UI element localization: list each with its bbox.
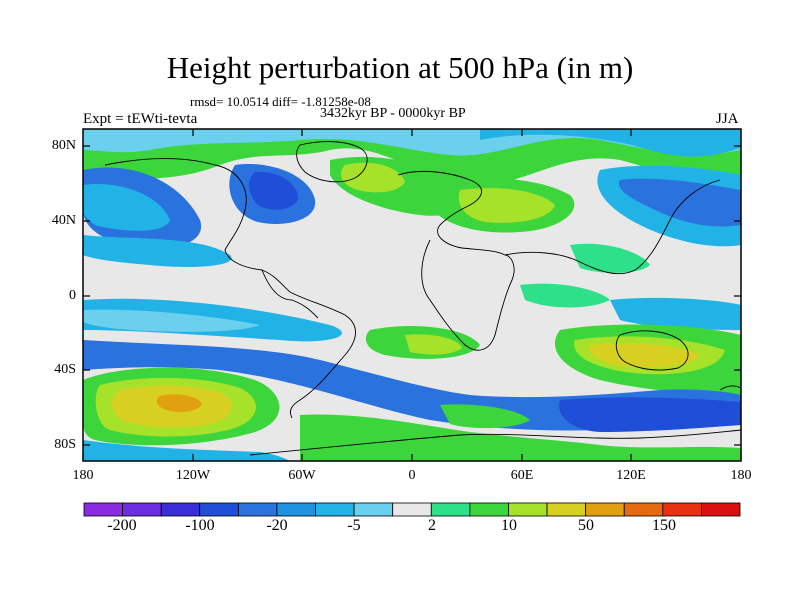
colorbar-label-m100: -100 [185, 517, 215, 534]
lon-label-180e: 180 [730, 468, 752, 483]
lat-label-40n: 40N [51, 213, 76, 228]
colorbar-box [276, 502, 316, 517]
lon-label-120w: 120W [175, 468, 211, 483]
colorbar-box [160, 502, 201, 517]
colorbar-box [546, 502, 587, 517]
lon-label-60w: 60W [288, 468, 316, 483]
colorbar-box [392, 502, 432, 517]
asia-yellow [458, 188, 555, 223]
experiment-label: Expt = tEWti-tevta [83, 111, 198, 127]
new-zealand-coast [719, 385, 741, 391]
colorbar-box [662, 502, 702, 517]
central-america-coast [261, 269, 319, 319]
colorbar-box [122, 502, 162, 517]
greenland-coast [296, 141, 368, 183]
so-green-patch [440, 404, 530, 429]
lon-tick-marks [82, 129, 742, 461]
lon-label-120e: 120E [616, 468, 646, 483]
stats-text: rmsd= 10.0514 diff= -1.81258e-08 [190, 94, 371, 109]
antarctic-green [300, 414, 741, 461]
coastlines [104, 141, 741, 456]
colorbar-box [508, 502, 548, 517]
pac-cyan-band [83, 235, 232, 267]
lon-label-60e: 60E [510, 468, 534, 483]
colorbar-label-150: 150 [652, 517, 676, 534]
lon-label-180w: 180 [72, 468, 94, 483]
lat-label-80s: 80S [54, 437, 76, 452]
colorbar-label-m200: -200 [107, 517, 137, 534]
colorbar-box [430, 502, 471, 517]
map-title: Height perturbation at 500 hPa (in m) [166, 50, 634, 85]
colorbar-label-2: 2 [428, 517, 436, 534]
antarctic-cyan [83, 440, 290, 461]
colorbar-box [199, 502, 239, 517]
antarctica-coast [249, 429, 741, 456]
colorbar-box [83, 502, 123, 517]
colorbar-box [623, 502, 664, 517]
africa-coast [421, 239, 515, 351]
trop-green-2 [520, 283, 610, 308]
colorbar-box [237, 502, 278, 517]
period-label: 3432kyr BP - 0000kyr BP [320, 106, 466, 121]
colorbar-box [701, 502, 741, 517]
colorbar-box [315, 502, 355, 517]
lat-label-40s: 40S [54, 362, 76, 377]
indpac-cyan [610, 297, 741, 330]
arctic-band [83, 129, 741, 186]
colorbar-box [353, 502, 394, 517]
colorbar-box [469, 502, 509, 517]
height-field [83, 129, 741, 461]
so-dark [559, 397, 741, 432]
lat-label-0: 0 [69, 288, 76, 303]
lat-tick-marks [83, 145, 741, 446]
arctic-blue [480, 129, 741, 157]
season-label: JJA [716, 111, 739, 127]
colorbar-label-50: 50 [578, 517, 594, 534]
trop-green-1 [570, 243, 650, 273]
colorbar-label-10: 10 [501, 517, 517, 534]
colorbar-box [585, 502, 625, 517]
lon-label-0: 0 [408, 468, 416, 483]
colorbar-label-m20: -20 [266, 517, 288, 534]
south-america-coast [289, 291, 356, 419]
colorbar [83, 502, 741, 517]
sh-light-band [83, 309, 260, 332]
australia-coast [615, 330, 689, 371]
satl-yellow [405, 334, 462, 355]
natl-yellow [340, 162, 405, 193]
spac-orange [156, 394, 202, 412]
asia-coast [504, 179, 721, 275]
nwpac-blue [619, 178, 741, 227]
colorbar-label-m5: -5 [347, 517, 361, 534]
lat-label-80n: 80N [51, 138, 76, 153]
namerica-dark [248, 171, 299, 210]
europe-coast [397, 170, 506, 256]
npac-cyan [83, 184, 170, 231]
